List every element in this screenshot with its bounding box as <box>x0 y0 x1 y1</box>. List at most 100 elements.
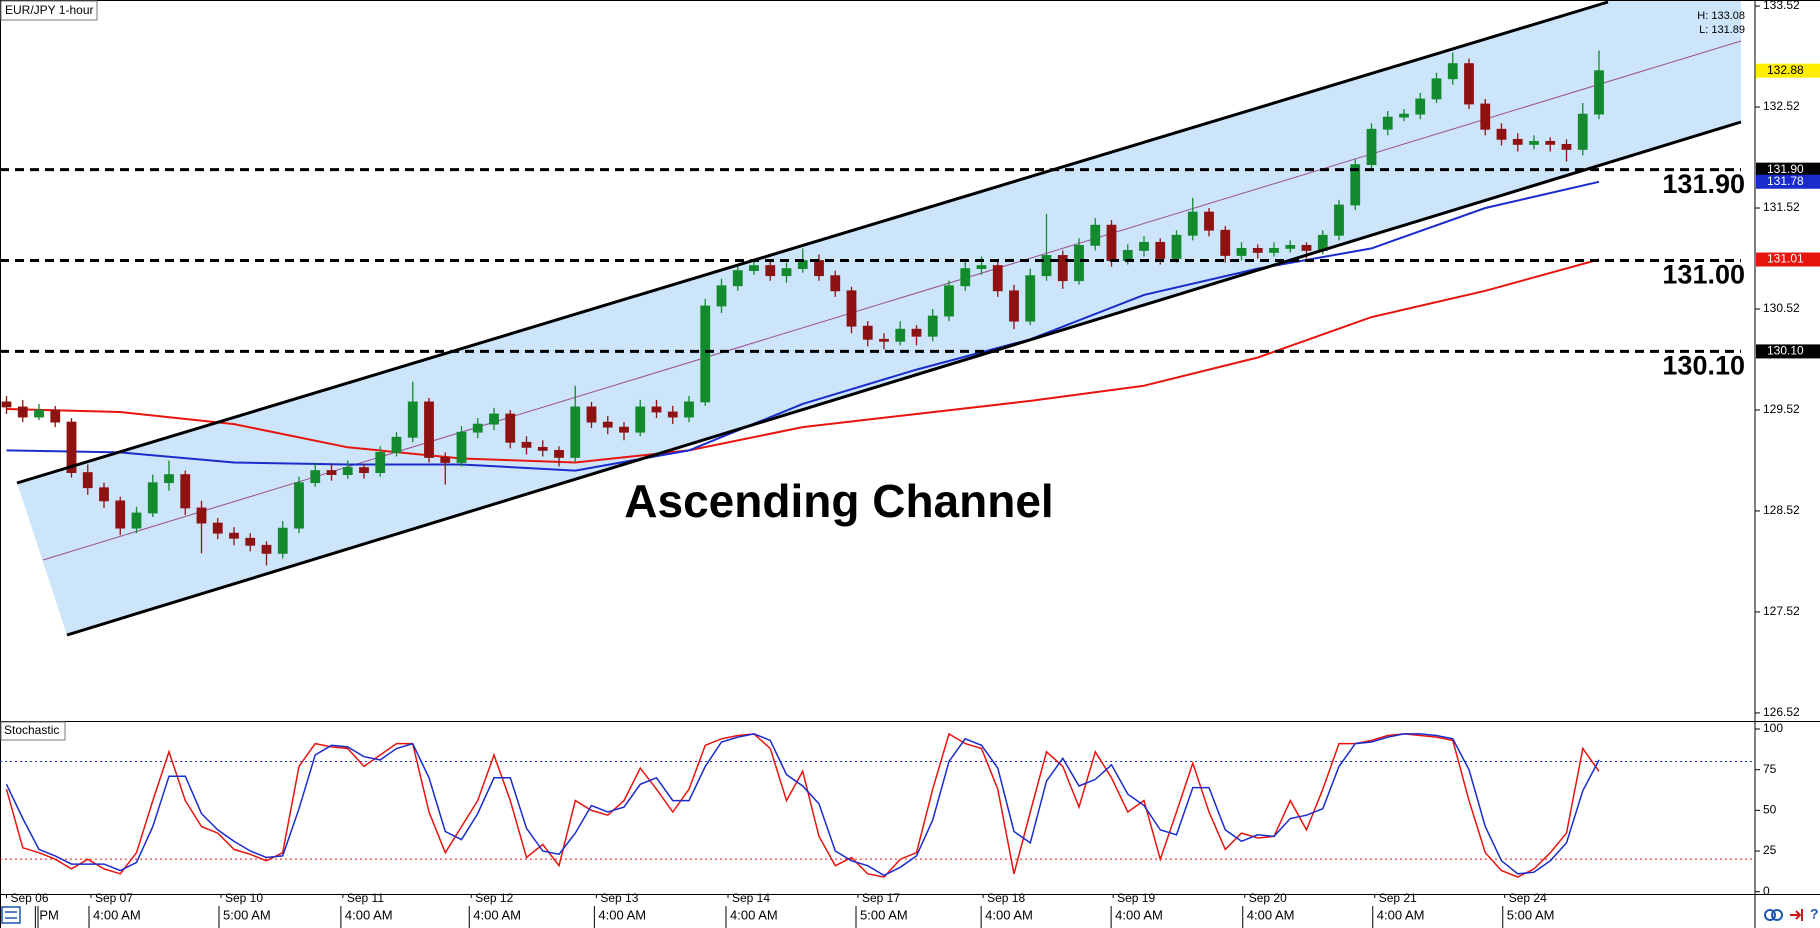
candle-body <box>1122 250 1133 261</box>
bottom-right-icons[interactable]: ? <box>1764 906 1819 922</box>
channel-upper <box>16 0 1609 485</box>
channel-area <box>17 0 1742 635</box>
level-label: 130.10 <box>1662 351 1745 381</box>
candle-body <box>489 413 499 425</box>
time-tick-label: 4:00 AM <box>1377 907 1425 922</box>
candle-body <box>1236 248 1247 256</box>
candle-body <box>261 544 272 554</box>
time-tick-label: 4:00 AM <box>1247 907 1295 922</box>
candle-body <box>1204 211 1214 231</box>
candle-body <box>1577 113 1588 150</box>
link-icon <box>1771 909 1783 921</box>
price-tag <box>1756 344 1820 359</box>
candle-body <box>472 423 483 433</box>
x-tick-label: Sep 12 <box>475 891 513 905</box>
candle-body <box>1545 140 1556 145</box>
time-tick-label: 4:00 AM <box>473 907 521 922</box>
moving-average <box>6 258 1600 464</box>
x-tick-label: Sep 14 <box>732 891 770 905</box>
candle-body <box>944 285 954 317</box>
x-tick-label: Sep 17 <box>862 891 900 905</box>
candle-body <box>992 265 1003 292</box>
y-tick-label: 130.52 <box>1763 301 1800 315</box>
indicator-y-tick-label: 100 <box>1763 721 1783 735</box>
price-tag-label: 132.88 <box>1767 63 1804 77</box>
level-label: 131.00 <box>1662 260 1745 290</box>
channel-midline <box>42 40 1742 561</box>
candle-body <box>326 470 337 476</box>
y-tick-label: 133.52 <box>1763 0 1800 12</box>
channel-fill <box>17 0 1741 635</box>
time-tick-label: 5:00 AM <box>223 907 271 922</box>
y-tick-label: 131.52 <box>1763 200 1800 214</box>
x-tick-label: Sep 24 <box>1509 891 1547 905</box>
candle-body <box>1301 244 1312 251</box>
candle-body <box>960 268 971 287</box>
candle-body <box>1106 224 1117 261</box>
candle-body <box>342 467 353 476</box>
price-tag <box>1756 174 1820 189</box>
candle-body <box>131 512 142 529</box>
moving-averages <box>6 180 1600 472</box>
candle-body <box>667 411 678 418</box>
channel-lines <box>16 0 1742 637</box>
exit-icon[interactable] <box>1790 909 1803 921</box>
candle-body <box>375 451 386 473</box>
moving-average <box>6 180 1600 472</box>
candle-body <box>1041 255 1052 277</box>
candle-body <box>115 500 126 529</box>
candle-body <box>1382 116 1393 130</box>
candle-body <box>1529 140 1539 145</box>
x-tick-label: Sep 10 <box>225 891 263 905</box>
time-tick-label: 4:00 AM <box>93 907 141 922</box>
candle-body <box>1057 255 1068 282</box>
time-tick-label: 5:00 AM <box>1507 907 1555 922</box>
bottom-left-icon[interactable] <box>1 906 21 924</box>
x-tick-label: Sep 07 <box>95 891 133 905</box>
candle-body <box>505 413 516 443</box>
candle-body <box>180 474 191 509</box>
chart-title: EUR/JPY 1-hour <box>5 3 93 17</box>
candle-body <box>424 401 434 458</box>
help-icon[interactable]: ? <box>1810 906 1819 922</box>
candle-body <box>586 406 597 423</box>
candle-body <box>1399 113 1409 118</box>
stochastic-line <box>5 732 1600 878</box>
indicator-title-box <box>0 721 66 741</box>
annotations: 131.90131.00130.10132.88131.90131.78131.… <box>0 63 1820 381</box>
low-label: L: 131.89 <box>1699 24 1745 36</box>
candle-body <box>879 338 889 342</box>
candle-body <box>521 441 532 448</box>
y-tick-label: 126.52 <box>1763 705 1800 719</box>
candle-body <box>1415 98 1426 115</box>
indicator-y-tick-label: 75 <box>1763 762 1777 776</box>
candle-body <box>1 401 12 408</box>
time-tick-label: PM <box>39 907 59 922</box>
candle-body <box>862 325 873 340</box>
candle-body <box>1496 128 1507 140</box>
candle-body <box>1447 63 1458 80</box>
candle-body <box>1285 244 1296 249</box>
candle-body <box>619 426 629 433</box>
link-icon[interactable] <box>1764 909 1776 921</box>
candle-body <box>1480 103 1491 130</box>
indicator-y-tick-label: 25 <box>1763 843 1777 857</box>
candle-body <box>1594 70 1604 115</box>
time-tick-label: 4:00 AM <box>730 907 778 922</box>
candles <box>1 50 1604 566</box>
x-tick-label: Sep 06 <box>11 891 49 905</box>
y-tick-label: 129.52 <box>1763 402 1800 416</box>
candle-body <box>1187 211 1198 236</box>
time-tick-label: 4:00 AM <box>1115 907 1163 922</box>
candle-body <box>229 532 239 539</box>
candle-body <box>294 482 304 529</box>
candle-body <box>277 527 288 554</box>
candle-body <box>1139 241 1149 251</box>
menu-icon[interactable] <box>1 906 21 924</box>
candle-body <box>407 401 418 438</box>
candle-body <box>781 268 792 277</box>
title-box <box>0 0 98 21</box>
candle-body <box>1431 78 1442 100</box>
candle-body <box>456 431 467 463</box>
candle-body <box>1366 128 1377 165</box>
